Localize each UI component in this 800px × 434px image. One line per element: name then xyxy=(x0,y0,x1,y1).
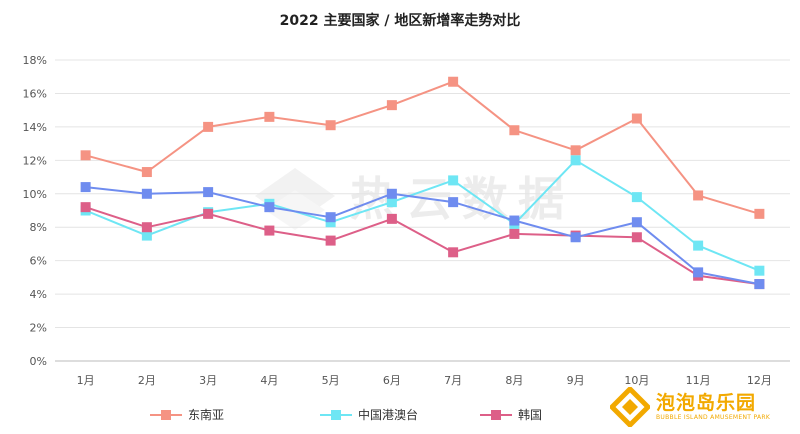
logo-text: 泡泡岛乐园 BUBBLE ISLAND AMUSEMENT PARK xyxy=(656,392,770,422)
data-point xyxy=(141,222,152,233)
x-tick-label: 12月 xyxy=(747,374,772,387)
watermark-text: 热云数据 xyxy=(350,172,574,226)
data-point xyxy=(325,120,336,131)
data-point xyxy=(570,232,581,243)
data-point xyxy=(448,247,459,258)
data-point xyxy=(631,232,642,243)
y-tick-label: 2% xyxy=(30,322,47,335)
data-point xyxy=(80,150,91,161)
legend-label: 韩国 xyxy=(518,407,542,422)
data-point xyxy=(141,230,152,241)
data-point xyxy=(570,145,581,156)
legend-item: 韩国 xyxy=(480,407,542,422)
x-tick-label: 9月 xyxy=(567,374,585,387)
x-tick-label: 3月 xyxy=(199,374,217,387)
x-tick-label: 4月 xyxy=(260,374,278,387)
y-tick-label: 14% xyxy=(23,121,47,134)
series-line xyxy=(85,80,760,215)
y-tick-label: 10% xyxy=(23,188,47,201)
data-point xyxy=(264,225,275,236)
x-tick-label: 8月 xyxy=(505,374,523,387)
series-layer xyxy=(80,76,765,290)
data-point xyxy=(203,121,214,132)
data-point xyxy=(631,113,642,124)
watermark: 热云数据 xyxy=(255,168,574,230)
series-3 xyxy=(80,202,765,290)
data-point xyxy=(264,111,275,122)
series-line xyxy=(85,206,760,286)
x-tick-label: 2月 xyxy=(138,374,156,387)
bubble-island-logo-icon xyxy=(610,387,650,427)
data-point xyxy=(80,202,91,213)
data-point xyxy=(80,182,91,193)
series-1 xyxy=(80,76,765,219)
brand-logo: 泡泡岛乐园 BUBBLE ISLAND AMUSEMENT PARK xyxy=(610,386,790,428)
data-point xyxy=(631,217,642,228)
data-point xyxy=(754,208,765,219)
x-tick-label: 5月 xyxy=(322,374,340,387)
data-point xyxy=(141,188,152,199)
data-point xyxy=(754,279,765,290)
data-point xyxy=(264,202,275,213)
x-tick-label: 11月 xyxy=(686,374,711,387)
data-point xyxy=(509,215,520,226)
data-point xyxy=(386,188,397,199)
y-tick-label: 18% xyxy=(23,54,47,67)
series-4 xyxy=(80,182,765,290)
data-point xyxy=(509,125,520,136)
x-tick-label: 10月 xyxy=(624,374,649,387)
data-point xyxy=(509,228,520,239)
y-axis: 0% 2% 4% 6% 8% 10% 12% 14% 16% 18% xyxy=(23,54,47,368)
series-line xyxy=(85,186,760,286)
data-point xyxy=(386,197,397,208)
data-point xyxy=(693,190,704,201)
data-point xyxy=(693,267,704,278)
y-tick-label: 4% xyxy=(30,288,47,301)
x-tick-label: 6月 xyxy=(383,374,401,387)
y-tick-label: 0% xyxy=(30,355,47,368)
data-point xyxy=(386,213,397,224)
data-point xyxy=(448,76,459,87)
x-tick-label: 7月 xyxy=(444,374,462,387)
x-tick-label: 1月 xyxy=(77,374,95,387)
data-point xyxy=(325,212,336,223)
data-point xyxy=(693,240,704,251)
data-point xyxy=(448,175,459,186)
y-tick-label: 12% xyxy=(23,154,47,167)
data-point xyxy=(570,155,581,166)
legend-swatch-marker xyxy=(331,410,341,420)
logo-name: 泡泡岛乐园 xyxy=(656,392,757,414)
legend-swatch-marker xyxy=(491,410,501,420)
watermark-icon xyxy=(255,168,335,230)
legend-label: 东南亚 xyxy=(188,407,224,422)
y-tick-label: 16% xyxy=(23,87,47,100)
y-tick-label: 8% xyxy=(30,221,47,234)
logo-subtitle: BUBBLE ISLAND AMUSEMENT PARK xyxy=(656,414,771,421)
data-point xyxy=(754,265,765,276)
y-tick-label: 6% xyxy=(30,255,47,268)
data-point xyxy=(203,187,214,198)
data-point xyxy=(448,197,459,208)
legend-label: 中国港澳台 xyxy=(358,407,418,422)
grid xyxy=(55,59,790,362)
chart-title: 2022 主要国家 / 地区新增率走势对比 xyxy=(280,12,521,29)
legend: 东南亚 中国港澳台 韩国 xyxy=(150,407,542,422)
data-point xyxy=(325,217,336,228)
data-point xyxy=(203,208,214,219)
legend-swatch-marker xyxy=(161,410,171,420)
data-point xyxy=(141,167,152,178)
data-point xyxy=(386,100,397,111)
legend-item: 东南亚 xyxy=(150,407,224,422)
data-point xyxy=(631,192,642,203)
data-point xyxy=(325,235,336,246)
legend-item: 中国港澳台 xyxy=(320,407,418,422)
x-axis: 1月 2月 3月 4月 5月 6月 7月 8月 9月 10月 11月 12月 xyxy=(77,374,772,387)
